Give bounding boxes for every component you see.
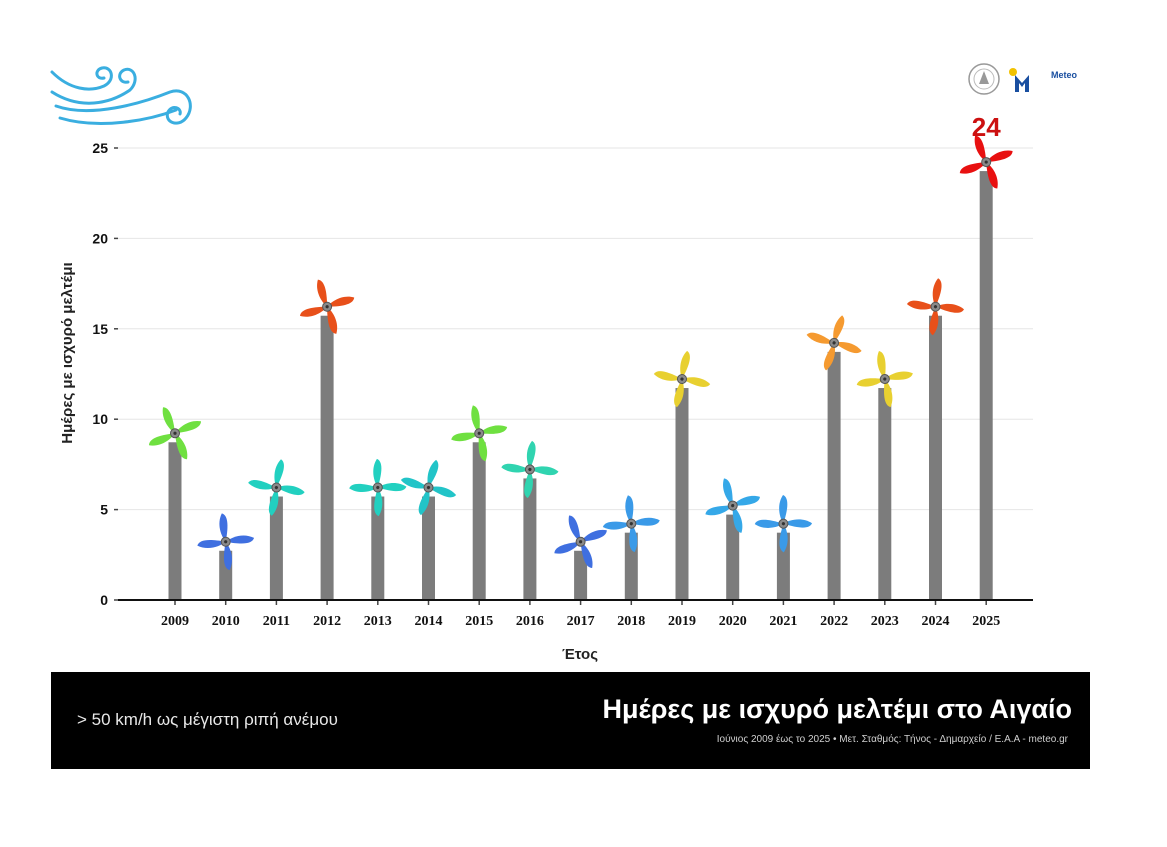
x-axis-title: Έτος [562, 646, 598, 663]
x-tick-label: 2010 [212, 614, 240, 629]
gridlines [118, 147, 1033, 511]
pinwheel-2017 [554, 515, 607, 568]
pinwheel-2024 [906, 278, 965, 336]
y-tick-label: 20 [92, 230, 108, 246]
bar-2025 [979, 171, 993, 600]
pinwheel-2025 [959, 135, 1013, 189]
logos: Meteo [965, 62, 1085, 102]
meteo-brand-text: Meteo [1051, 70, 1078, 80]
x-tick-label: 2014 [415, 614, 443, 629]
pinwheel-2020 [705, 478, 760, 533]
pinwheel-2018 [602, 495, 660, 553]
pinwheel-2016 [501, 440, 559, 498]
x-tick-label: 2016 [516, 614, 544, 629]
y-tick-label: 25 [92, 140, 108, 156]
x-tick-label: 2012 [313, 614, 341, 629]
pinwheel-2011 [248, 459, 305, 516]
bar-2012 [320, 315, 334, 600]
x-tick-label: 2015 [465, 614, 493, 629]
bar-2016 [523, 478, 537, 600]
bar-2014 [422, 496, 435, 600]
bar-2017 [574, 550, 588, 600]
chart-title: Ημέρες με ισχυρό μελτέμι στο Αιγαίο [602, 694, 1073, 724]
bar-2024 [929, 315, 942, 600]
footer-subtitle: > 50 km/h ως μέγιστη ριπή ανέμου [77, 710, 338, 729]
seal-icon [968, 63, 1000, 95]
x-tick-label: 2017 [567, 614, 595, 629]
x-tick-label: 2021 [769, 614, 797, 629]
x-tick-label: 2011 [263, 614, 290, 629]
pinwheel-2019 [653, 350, 711, 408]
bar-2022 [827, 351, 841, 600]
pinwheel-2012 [299, 279, 355, 334]
x-tick-label: 2022 [820, 614, 848, 629]
pinwheel-2021 [754, 495, 813, 553]
pinwheel-2010 [197, 513, 255, 571]
wind-icon [50, 66, 192, 125]
pinwheel-2015 [451, 405, 508, 462]
y-tick-label: 15 [92, 321, 108, 337]
bar-2011 [269, 496, 283, 600]
bar-2009 [168, 442, 182, 600]
pinwheel-2009 [149, 407, 201, 460]
bar-2019 [675, 388, 689, 600]
bar-2015 [472, 442, 486, 600]
max-value-label: 24 [972, 112, 1001, 142]
x-tick-label: 2019 [668, 614, 696, 629]
bar-2021 [776, 532, 790, 600]
y-tick-label: 0 [100, 592, 108, 608]
source-note: Ιούνιος 2009 έως το 2025 • Μετ. Σταθμός:… [716, 734, 1068, 745]
bar-2023 [878, 388, 892, 600]
pinwheel-2023 [856, 351, 913, 408]
x-tick-label: 2024 [922, 614, 950, 629]
pinwheel-2022 [806, 315, 862, 371]
x-tick-label: 2020 [719, 614, 747, 629]
y-axis-title: Ημέρες με ισχυρό μελτέμι [59, 262, 76, 443]
y-tick-label: 5 [100, 502, 108, 518]
x-tick-label: 2018 [617, 614, 645, 629]
bar-2020 [726, 514, 740, 600]
meteo-logo-icon [1009, 68, 1029, 92]
pinwheel-2014 [400, 459, 457, 516]
footer-banner: > 50 km/h ως μέγιστη ριπή ανέμου Ημέρες … [51, 672, 1090, 769]
x-tick-label: 2023 [871, 614, 899, 629]
pinwheel-2013 [349, 458, 407, 517]
x-tick-label: 2013 [364, 614, 392, 629]
bars [149, 135, 1013, 600]
bar-2013 [371, 496, 385, 600]
x-tick-label: 2025 [972, 614, 1000, 629]
x-tick-label: 2009 [161, 614, 189, 629]
y-tick-label: 10 [92, 411, 108, 427]
